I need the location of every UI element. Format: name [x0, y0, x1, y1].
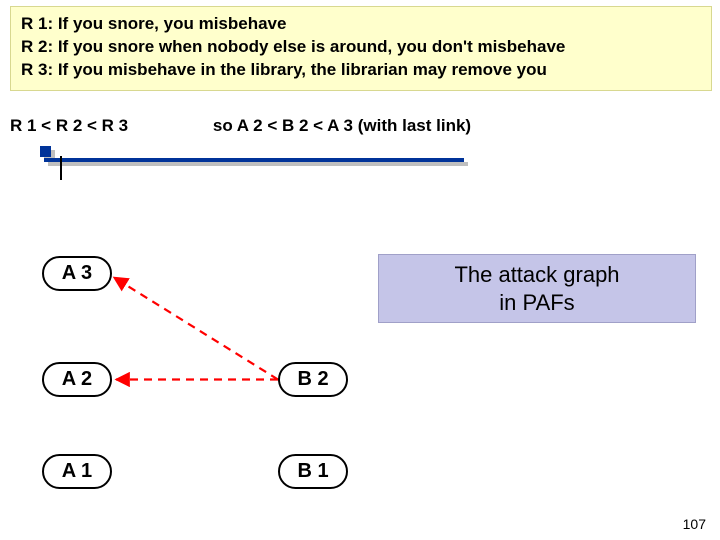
title-line1: The attack graph: [387, 261, 687, 289]
ordering-right: so A 2 < B 2 < A 3 (with last link): [213, 116, 471, 136]
title-box: The attack graph in PAFs: [378, 254, 696, 323]
bullet-square: [40, 146, 51, 157]
node-A2: A 2: [42, 362, 112, 397]
node-B1: B 1: [278, 454, 348, 489]
text-caret: [60, 156, 62, 180]
rules-box: R 1: If you snore, you misbehave R 2: If…: [10, 6, 712, 91]
rule-r2: R 2: If you snore when nobody else is ar…: [21, 36, 701, 59]
rule-r3: R 3: If you misbehave in the library, th…: [21, 59, 701, 82]
underline-shadow: [48, 162, 468, 166]
ordering-left: R 1 < R 2 < R 3: [10, 116, 128, 136]
rule-r1: R 1: If you snore, you misbehave: [21, 13, 701, 36]
page-number: 107: [683, 516, 706, 532]
edge-B2-A3: [114, 278, 278, 380]
node-B2: B 2: [278, 362, 348, 397]
node-A3: A 3: [42, 256, 112, 291]
underline-bar: [44, 158, 464, 162]
title-line2: in PAFs: [387, 289, 687, 317]
node-A1: A 1: [42, 454, 112, 489]
ordering-line: R 1 < R 2 < R 3 so A 2 < B 2 < A 3 (with…: [10, 116, 690, 136]
